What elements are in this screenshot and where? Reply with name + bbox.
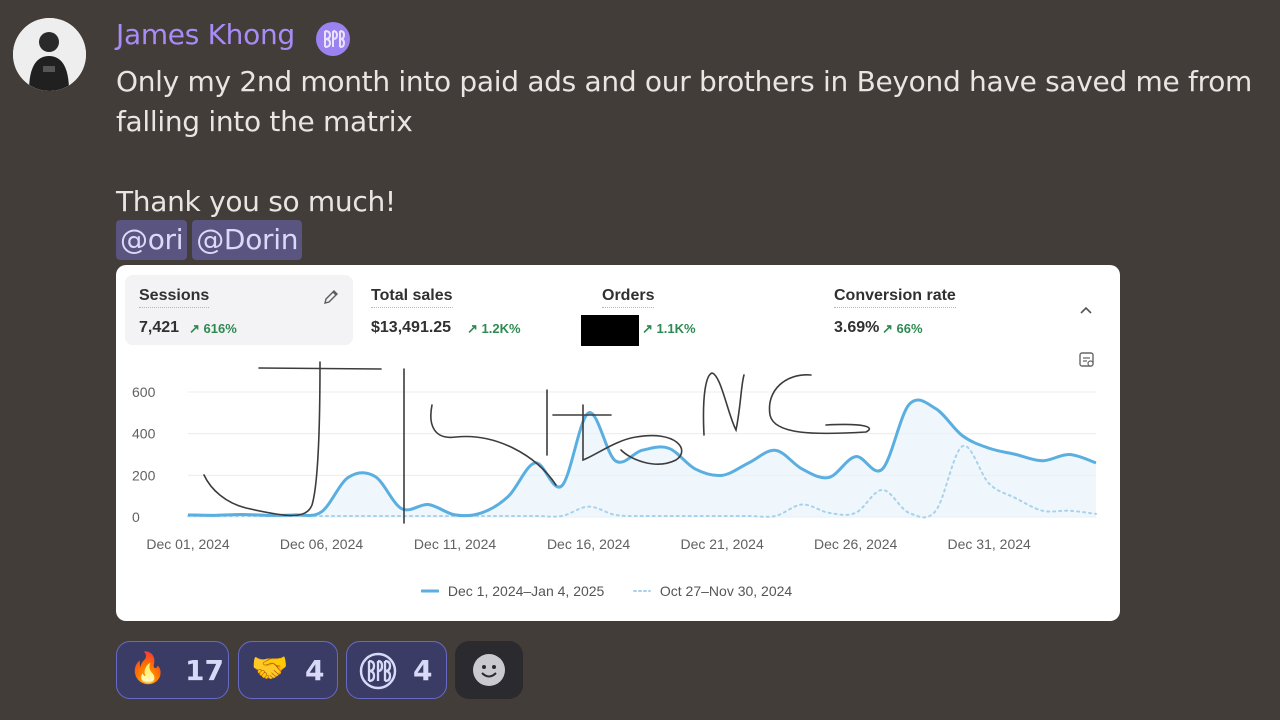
add-reaction-button[interactable] bbox=[455, 641, 523, 699]
y-tick-label: 400 bbox=[132, 426, 156, 442]
metric-change: ↗ 66% bbox=[882, 321, 923, 336]
mention-dorin[interactable]: @Dorin bbox=[192, 220, 303, 260]
metric-change: ↗ 1.1K% bbox=[642, 321, 696, 336]
avatar[interactable] bbox=[13, 18, 86, 91]
message-line: Only my 2nd month into paid ads and our … bbox=[116, 65, 1253, 98]
handwritten-annotation bbox=[582, 404, 683, 465]
message-line bbox=[116, 142, 1266, 182]
x-tick-label: Dec 16, 2024 bbox=[547, 536, 630, 552]
redaction-box bbox=[581, 315, 639, 346]
current-series-area bbox=[188, 399, 1096, 517]
legend-previous-label: Oct 27–Nov 30, 2024 bbox=[659, 583, 793, 599]
metric-total-sales[interactable]: Total sales $13,491.25 ↗ 1.2K% bbox=[357, 275, 577, 345]
message-line: Thank you so much! bbox=[116, 185, 396, 218]
metric-conversion-rate[interactable]: Conversion rate 3.69% ↗ 66% bbox=[820, 275, 1040, 345]
metric-change: ↗ 616% bbox=[189, 321, 237, 336]
chart-settings-icon[interactable] bbox=[1078, 351, 1096, 374]
y-tick-label: 600 bbox=[132, 384, 156, 400]
message-text: Only my 2nd month into paid ads and our … bbox=[116, 62, 1266, 222]
metric-value: 3.69% bbox=[834, 319, 880, 336]
reaction-beyond[interactable]: 4 bbox=[346, 641, 447, 699]
legend-previous-swatch bbox=[633, 590, 651, 592]
x-tick-label: Dec 06, 2024 bbox=[280, 536, 363, 552]
message-line: falling into the matrix bbox=[116, 105, 413, 138]
x-tick-label: Dec 11, 2024 bbox=[414, 536, 496, 552]
y-tick-label: 200 bbox=[132, 467, 156, 483]
fire-emoji-icon: 🔥 bbox=[129, 651, 167, 686]
legend-previous: Oct 27–Nov 30, 2024 bbox=[633, 583, 792, 599]
x-tick-label: Dec 26, 2024 bbox=[814, 536, 897, 552]
current-series-line bbox=[187, 398, 1097, 518]
x-tick-label: Dec 21, 2024 bbox=[680, 536, 763, 552]
x-tick-label: Dec 31, 2024 bbox=[948, 536, 1031, 552]
metric-title: Sessions bbox=[139, 287, 210, 308]
avatar-image bbox=[13, 18, 86, 91]
add-reaction-icon bbox=[472, 653, 506, 691]
x-tick-label: Dec 01, 2024 bbox=[146, 536, 229, 552]
handwritten-annotation bbox=[768, 374, 871, 435]
beyond-badge-icon[interactable] bbox=[316, 22, 350, 56]
handshake-emoji-icon: 🤝 bbox=[251, 651, 289, 686]
metric-title: Orders bbox=[602, 287, 655, 308]
beyond-emoji-icon bbox=[359, 652, 397, 694]
mentions: @ori @Dorin bbox=[116, 220, 307, 260]
metric-change: ↗ 1.2K% bbox=[467, 321, 521, 336]
metric-value: $13,491.25 bbox=[371, 319, 452, 336]
reaction-count: 4 bbox=[413, 654, 433, 687]
metric-sessions[interactable]: Sessions 7,421 ↗ 616% bbox=[125, 275, 353, 345]
legend-current-label: Dec 1, 2024–Jan 4, 2025 bbox=[447, 583, 605, 599]
handwritten-annotation bbox=[702, 372, 745, 436]
pencil-icon[interactable] bbox=[322, 288, 340, 311]
reaction-handshake[interactable]: 🤝 4 bbox=[238, 641, 338, 699]
chevron-up-icon[interactable] bbox=[1078, 303, 1094, 324]
handwritten-annotation bbox=[203, 361, 321, 517]
y-tick-label: 0 bbox=[132, 509, 140, 525]
metric-value: 7,421 bbox=[139, 319, 180, 336]
metric-title: Conversion rate bbox=[834, 287, 956, 308]
sessions-chart: 0 200 400 600 Dec 01, 2024 Dec 06, 2024 Dec 11… bbox=[132, 361, 1097, 552]
legend-current-swatch bbox=[420, 589, 440, 593]
reaction-count: 17 bbox=[185, 654, 224, 687]
handwritten-annotation bbox=[430, 404, 557, 486]
metric-title: Total sales bbox=[371, 287, 453, 308]
mention-ori[interactable]: @ori bbox=[116, 220, 188, 260]
legend-current: Dec 1, 2024–Jan 4, 2025 bbox=[420, 583, 605, 599]
analytics-screenshot[interactable]: Sessions 7,421 ↗ 616% Total sales $13,49… bbox=[116, 265, 1120, 621]
reaction-fire[interactable]: 🔥 17 bbox=[116, 641, 229, 699]
previous-series-line bbox=[187, 445, 1097, 519]
metric-orders[interactable]: Orders ↗ 1.1K% bbox=[588, 275, 808, 345]
reaction-count: 4 bbox=[305, 654, 325, 687]
author-name[interactable]: James Khong bbox=[116, 18, 295, 51]
